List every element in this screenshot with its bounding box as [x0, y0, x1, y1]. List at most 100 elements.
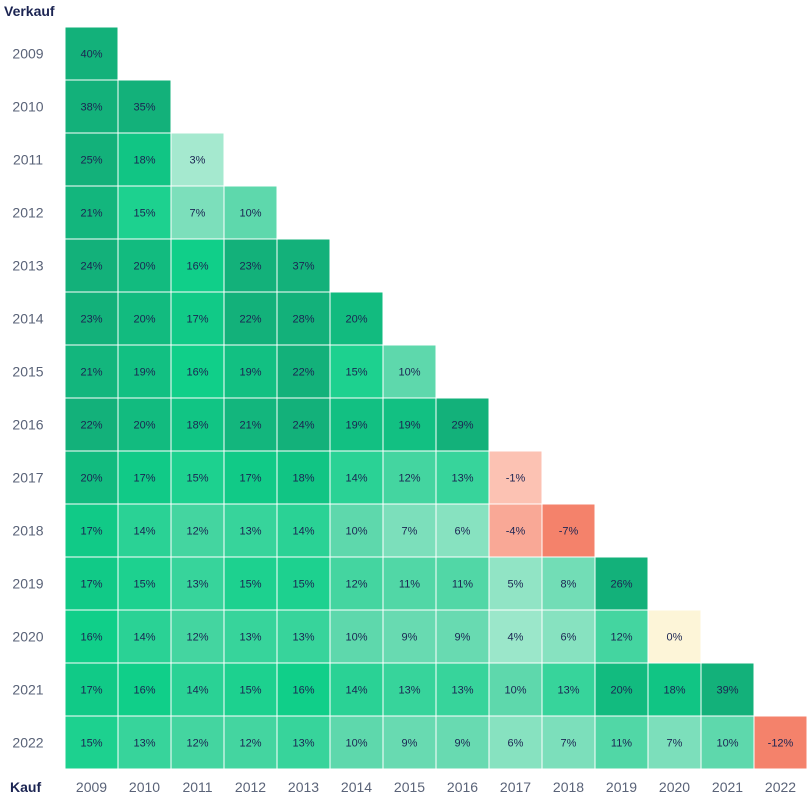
heatmap-cell	[488, 556, 543, 611]
heatmap-cell	[117, 238, 172, 293]
heatmap-cell	[223, 450, 278, 505]
cell-value-label: 7%	[402, 526, 418, 538]
heatmap-cell	[435, 715, 490, 770]
cell-value-label: 12%	[345, 579, 367, 591]
cell-value-label: 21%	[80, 367, 102, 379]
cell-value-label: -12%	[768, 738, 794, 750]
cell-value-label: 11%	[611, 738, 632, 750]
cell-value-label: 16%	[186, 261, 208, 273]
heatmap-cell	[170, 609, 225, 664]
cell-value-label: 7%	[667, 738, 683, 750]
heatmap-cell	[329, 291, 384, 346]
heatmap-cell	[753, 715, 808, 770]
cell-value-label: 38%	[80, 102, 102, 114]
heatmap-cell	[64, 79, 119, 134]
cell-value-label: 19%	[239, 367, 261, 379]
cell-value-label: 13%	[398, 685, 420, 697]
col-tick-label: 2014	[341, 779, 372, 795]
heatmap-cell	[170, 715, 225, 770]
heatmap-cell	[64, 450, 119, 505]
cell-value-label: 20%	[610, 685, 632, 697]
heatmap-cell	[276, 503, 331, 558]
heatmap-cell	[64, 397, 119, 452]
row-tick-label: 2014	[12, 311, 43, 327]
cell-value-label: 29%	[451, 420, 473, 432]
cell-value-label: 10%	[716, 738, 738, 750]
cell-value-label: 9%	[402, 738, 418, 750]
cell-value-label: 20%	[133, 420, 155, 432]
heatmap-cell	[117, 291, 172, 346]
cell-value-label: 15%	[133, 579, 155, 591]
heatmap-cell	[382, 450, 437, 505]
heatmap-cell	[64, 715, 119, 770]
cell-value-label: 14%	[186, 685, 208, 697]
heatmap-cell	[64, 26, 119, 81]
heatmap-cell	[488, 662, 543, 717]
cell-value-label: 10%	[504, 685, 526, 697]
heatmap-cell	[329, 715, 384, 770]
heatmap-cell	[435, 503, 490, 558]
row-tick-label: 2022	[12, 735, 43, 751]
heatmap-cell	[488, 715, 543, 770]
cell-value-label: 20%	[133, 261, 155, 273]
col-tick-label: 2020	[659, 779, 690, 795]
heatmap-cell	[223, 715, 278, 770]
heatmap-cell	[170, 662, 225, 717]
heatmap-cell	[223, 344, 278, 399]
cell-value-label: 22%	[239, 314, 261, 326]
cell-value-label: 16%	[133, 685, 155, 697]
col-tick-label: 2012	[235, 779, 266, 795]
cell-value-label: 20%	[133, 314, 155, 326]
cell-value-label: 15%	[239, 579, 261, 591]
row-tick-label: 2016	[12, 417, 43, 433]
cell-value-label: 9%	[402, 632, 418, 644]
cell-value-label: 4%	[508, 632, 524, 644]
heatmap-cell	[647, 715, 702, 770]
cell-value-label: 5%	[508, 579, 524, 591]
col-tick-label: 2013	[288, 779, 319, 795]
cell-value-label: 12%	[610, 632, 632, 644]
heatmap-cell	[276, 291, 331, 346]
col-tick-label: 2017	[500, 779, 531, 795]
cell-value-label: 10%	[345, 738, 367, 750]
heatmap-cell	[117, 715, 172, 770]
cell-value-label: 13%	[451, 473, 473, 485]
row-tick-label: 2019	[12, 576, 43, 592]
cell-value-label: 13%	[557, 685, 579, 697]
cell-value-label: 22%	[292, 367, 314, 379]
cell-value-label: 19%	[133, 367, 155, 379]
cell-value-label: 7%	[190, 208, 206, 220]
cell-value-label: 16%	[186, 367, 208, 379]
cell-value-label: 21%	[80, 208, 102, 220]
cell-value-label: 17%	[80, 579, 102, 591]
heatmap-cell	[700, 715, 755, 770]
row-tick-label: 2010	[12, 99, 43, 115]
heatmap-cell	[223, 291, 278, 346]
cell-value-label: 14%	[345, 473, 367, 485]
col-tick-labels: 2009 2010 2011 2012 2013 2014 2015 2016 2017 2018…	[76, 779, 796, 795]
cell-value-label: 6%	[455, 526, 471, 538]
cell-value-label: 26%	[610, 579, 632, 591]
heatmap-cell	[594, 556, 649, 611]
cell-value-label: 35%	[133, 102, 155, 114]
cell-value-label: 20%	[80, 473, 102, 485]
col-tick-label: 2010	[129, 779, 160, 795]
cell-value-label: 6%	[508, 738, 524, 750]
cell-value-label: 12%	[398, 473, 420, 485]
heatmap-cell	[276, 715, 331, 770]
heatmap-cell	[223, 609, 278, 664]
heatmap-cell	[64, 344, 119, 399]
heatmap-cell	[64, 503, 119, 558]
row-tick-label: 2015	[12, 364, 43, 380]
heatmap-cell	[382, 609, 437, 664]
cell-value-label: 9%	[455, 632, 471, 644]
heatmap-cell	[329, 609, 384, 664]
cell-value-label: 12%	[239, 738, 261, 750]
cell-value-label: 13%	[451, 685, 473, 697]
cell-value-label: 15%	[239, 685, 261, 697]
cell-value-label: 28%	[292, 314, 314, 326]
cell-value-label: 6%	[561, 632, 577, 644]
cell-value-label: 15%	[80, 738, 102, 750]
heatmap-cell	[594, 609, 649, 664]
cell-value-label: 18%	[663, 685, 685, 697]
